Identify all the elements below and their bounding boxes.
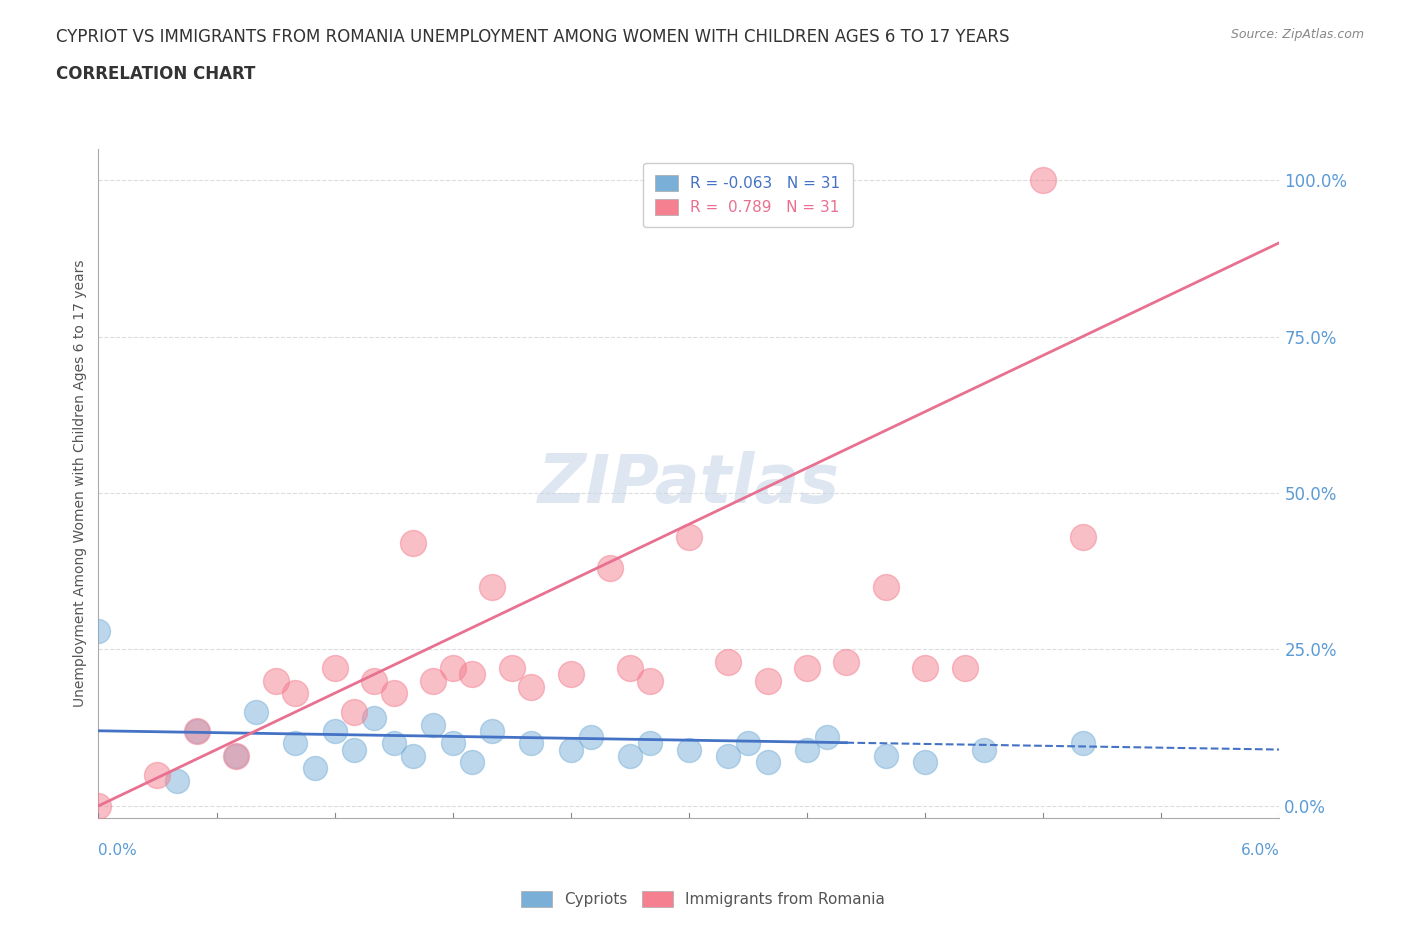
Point — [1032, 173, 1054, 188]
Point — [461, 754, 484, 769]
Text: Source: ZipAtlas.com: Source: ZipAtlas.com — [1230, 28, 1364, 41]
Point — [599, 561, 621, 576]
Point — [560, 667, 582, 682]
Point — [678, 529, 700, 544]
Point — [304, 761, 326, 776]
Point — [1071, 529, 1094, 544]
Legend: Cypriots, Immigrants from Romania: Cypriots, Immigrants from Romania — [515, 884, 891, 913]
Text: CYPRIOT VS IMMIGRANTS FROM ROMANIA UNEMPLOYMENT AMONG WOMEN WITH CHILDREN AGES 6: CYPRIOT VS IMMIGRANTS FROM ROMANIA UNEMP… — [56, 28, 1010, 46]
Point — [973, 742, 995, 757]
Point — [875, 579, 897, 594]
Point — [284, 685, 307, 700]
Point — [796, 742, 818, 757]
Point — [520, 736, 543, 751]
Point — [225, 749, 247, 764]
Point — [796, 661, 818, 676]
Point — [737, 736, 759, 751]
Point — [638, 736, 661, 751]
Point — [875, 749, 897, 764]
Point — [422, 673, 444, 688]
Point — [323, 661, 346, 676]
Point — [343, 705, 366, 720]
Point — [678, 742, 700, 757]
Point — [756, 673, 779, 688]
Point — [87, 799, 110, 814]
Point — [402, 749, 425, 764]
Point — [422, 717, 444, 732]
Point — [914, 754, 936, 769]
Point — [146, 767, 169, 782]
Point — [343, 742, 366, 757]
Point — [363, 711, 385, 725]
Text: CORRELATION CHART: CORRELATION CHART — [56, 65, 256, 83]
Point — [225, 749, 247, 764]
Point — [481, 579, 503, 594]
Point — [717, 655, 740, 670]
Point — [815, 730, 838, 745]
Text: 0.0%: 0.0% — [98, 844, 138, 858]
Point — [835, 655, 858, 670]
Point — [638, 673, 661, 688]
Point — [619, 661, 641, 676]
Point — [323, 724, 346, 738]
Point — [579, 730, 602, 745]
Point — [441, 661, 464, 676]
Point — [382, 736, 405, 751]
Point — [284, 736, 307, 751]
Point — [1071, 736, 1094, 751]
Point — [756, 754, 779, 769]
Point — [914, 661, 936, 676]
Point — [87, 623, 110, 638]
Point — [186, 724, 208, 738]
Point — [560, 742, 582, 757]
Text: 6.0%: 6.0% — [1240, 844, 1279, 858]
Point — [501, 661, 523, 676]
Point — [402, 536, 425, 551]
Point — [186, 724, 208, 738]
Point — [245, 705, 267, 720]
Point — [264, 673, 287, 688]
Point — [461, 667, 484, 682]
Point — [382, 685, 405, 700]
Point — [953, 661, 976, 676]
Point — [166, 774, 188, 789]
Point — [481, 724, 503, 738]
Point — [520, 680, 543, 695]
Point — [619, 749, 641, 764]
Point — [363, 673, 385, 688]
Point — [717, 749, 740, 764]
Text: ZIPatlas: ZIPatlas — [538, 451, 839, 516]
Legend: R = -0.063   N = 31, R =  0.789   N = 31: R = -0.063 N = 31, R = 0.789 N = 31 — [643, 163, 853, 227]
Point — [441, 736, 464, 751]
Y-axis label: Unemployment Among Women with Children Ages 6 to 17 years: Unemployment Among Women with Children A… — [73, 259, 87, 708]
